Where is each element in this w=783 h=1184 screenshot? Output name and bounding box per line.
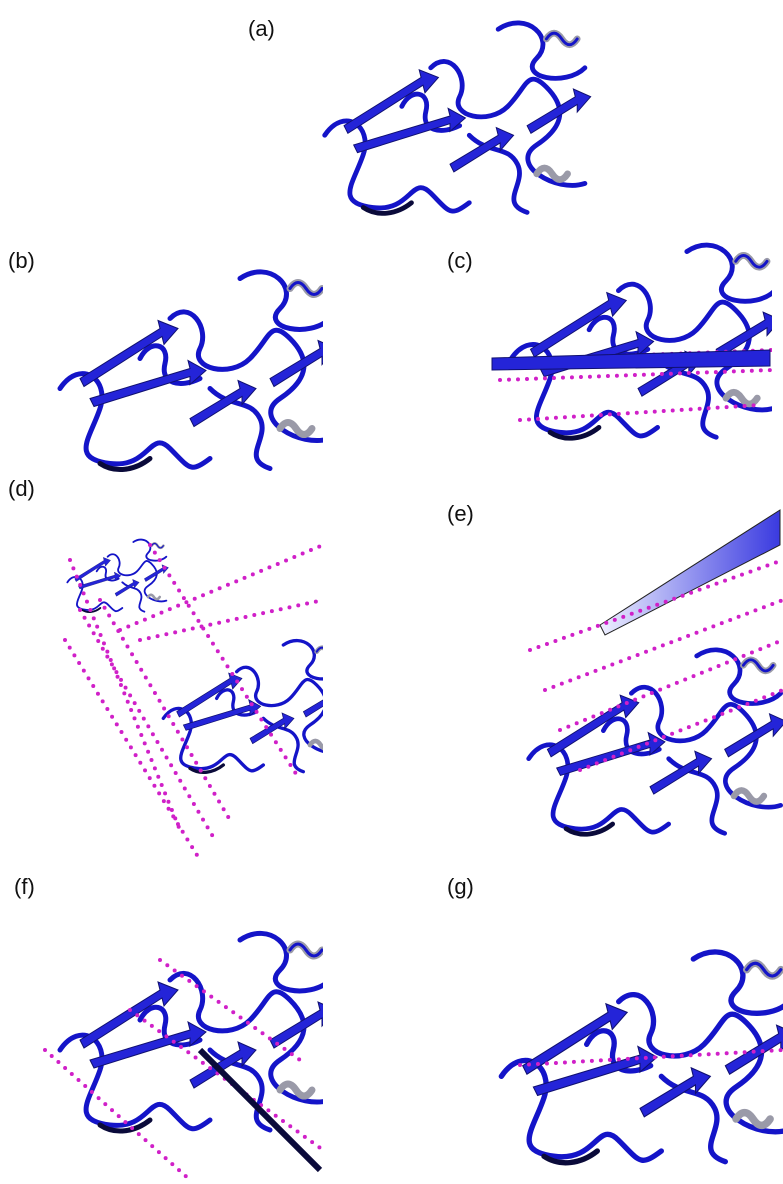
panel-b-image xyxy=(60,272,336,470)
figure: (a) (b) (c) (d) (e) (f) (g) xyxy=(0,0,783,1184)
panel-g-image xyxy=(501,952,783,1163)
panel-f-image xyxy=(45,933,336,1180)
panel-label: (f) xyxy=(14,874,35,899)
panel-label: (b) xyxy=(8,248,35,273)
panel-e-image xyxy=(529,510,783,834)
page: (a) (b) (c) (d) (e) (f) (g) (() => { con… xyxy=(0,0,783,1184)
panel-label: (g) xyxy=(447,874,474,899)
panel-label: (a) xyxy=(248,16,275,41)
panel-a-image xyxy=(325,23,591,213)
panel-label: (e) xyxy=(447,501,474,526)
panel-d-image xyxy=(65,540,347,860)
panel-c-image xyxy=(492,245,781,438)
panel-label: (d) xyxy=(8,476,35,501)
panel-label: (c) xyxy=(447,248,473,273)
